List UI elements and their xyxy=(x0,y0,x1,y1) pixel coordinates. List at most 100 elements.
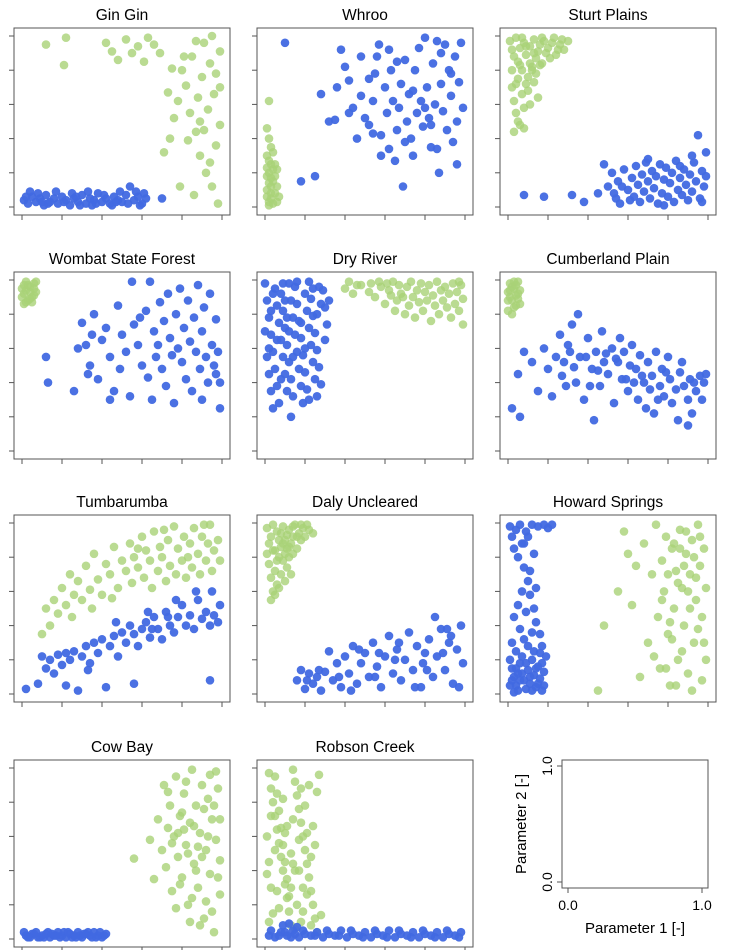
scatter-point xyxy=(334,931,344,940)
scatter-point xyxy=(125,182,135,191)
scatter-point xyxy=(215,856,225,865)
scatter-point xyxy=(302,859,312,869)
scatter-point xyxy=(45,621,55,630)
scatter-point xyxy=(585,381,595,391)
scatter-point xyxy=(195,921,205,930)
scatter-point xyxy=(346,926,356,935)
scatter-point xyxy=(169,398,179,408)
scatter-point xyxy=(21,192,31,201)
scatter-point xyxy=(89,309,99,319)
scatter-point xyxy=(302,828,312,838)
scatter-point xyxy=(284,892,294,901)
scatter-point xyxy=(322,926,332,935)
panel-title: Tumbarumba xyxy=(76,494,168,511)
scatter-point xyxy=(681,549,691,559)
scatter-point xyxy=(631,161,641,171)
scatter-point xyxy=(454,277,464,287)
scatter-point xyxy=(111,197,121,207)
scatter-point xyxy=(509,96,519,106)
scatter-point xyxy=(97,335,107,345)
scatter-point xyxy=(183,296,193,305)
scatter-point xyxy=(322,320,332,329)
scatter-point xyxy=(177,357,187,367)
scatter-point xyxy=(384,144,394,154)
scatter-point xyxy=(278,352,288,362)
scatter-point xyxy=(159,316,169,326)
scatter-point xyxy=(272,789,282,798)
scatter-point xyxy=(59,60,69,70)
scatter-point xyxy=(384,631,394,641)
scatter-point xyxy=(599,160,609,169)
scatter-point xyxy=(189,624,199,634)
scatter-point xyxy=(643,154,653,164)
scatter-point xyxy=(521,658,531,668)
scatter-point xyxy=(215,815,225,824)
plot-frame xyxy=(256,271,474,460)
scatter-point xyxy=(276,289,286,299)
scatter-point xyxy=(187,386,197,396)
scatter-point xyxy=(519,539,529,548)
scatter-point xyxy=(505,286,515,295)
scatter-point xyxy=(296,318,306,328)
scatter-point xyxy=(274,583,284,593)
scatter-point xyxy=(288,815,298,824)
scatter-point xyxy=(284,542,294,552)
scatter-point xyxy=(203,539,213,548)
scatter-point xyxy=(428,291,438,300)
scatter-point xyxy=(207,907,217,916)
scatter-point xyxy=(109,386,119,396)
scatter-point xyxy=(691,177,701,186)
scatter-point xyxy=(667,398,677,408)
scatter-point xyxy=(507,532,517,541)
scatter-point xyxy=(169,113,179,123)
scatter-point xyxy=(191,801,201,810)
scatter-point xyxy=(535,60,545,70)
scatter-point xyxy=(288,352,298,362)
scatter-point xyxy=(699,378,709,387)
scatter-point xyxy=(199,804,209,814)
scatter-point xyxy=(215,378,225,387)
scatter-point xyxy=(458,103,468,113)
panel-title: Sturt Plains xyxy=(568,7,648,24)
scatter-point xyxy=(163,612,173,622)
scatter-point xyxy=(270,364,280,374)
panel-howard-springs: Howard Springs xyxy=(495,494,717,707)
scatter-point xyxy=(545,53,555,63)
scatter-point xyxy=(607,168,617,178)
scatter-point xyxy=(430,301,440,310)
scatter-point xyxy=(286,374,296,384)
scatter-point xyxy=(454,682,464,692)
scatter-point xyxy=(171,595,181,605)
scatter-point xyxy=(669,197,679,207)
scatter-point xyxy=(430,100,440,109)
scatter-point xyxy=(93,575,103,584)
scatter-point xyxy=(87,201,97,210)
scatter-point xyxy=(306,921,316,930)
scatter-point xyxy=(272,335,282,345)
scatter-point xyxy=(599,621,609,630)
scatter-point xyxy=(372,662,382,671)
scatter-point xyxy=(352,679,362,688)
scatter-point xyxy=(523,86,533,95)
scatter-point xyxy=(266,926,276,935)
panel-wombat-state-forest: Wombat State Forest xyxy=(9,251,231,464)
scatter-point xyxy=(97,590,107,600)
panel-robson-creek: Robson Creek xyxy=(252,739,474,950)
y-axis-label: Parameter 2 [-] xyxy=(513,774,530,874)
scatter-point xyxy=(193,93,203,102)
scatter-point xyxy=(687,409,697,418)
scatter-point xyxy=(689,378,699,387)
scatter-point xyxy=(683,195,693,205)
scatter-point xyxy=(209,927,219,937)
scatter-point xyxy=(191,347,201,357)
scatter-point xyxy=(312,672,322,682)
scatter-point xyxy=(416,682,426,692)
scatter-point xyxy=(65,570,75,579)
scatter-point xyxy=(354,645,364,654)
scatter-point xyxy=(507,45,517,54)
scatter-point xyxy=(288,765,298,774)
scatter-point xyxy=(302,890,312,899)
scatter-point xyxy=(63,927,73,937)
scatter-point xyxy=(529,604,539,613)
scatter-point xyxy=(292,791,302,800)
